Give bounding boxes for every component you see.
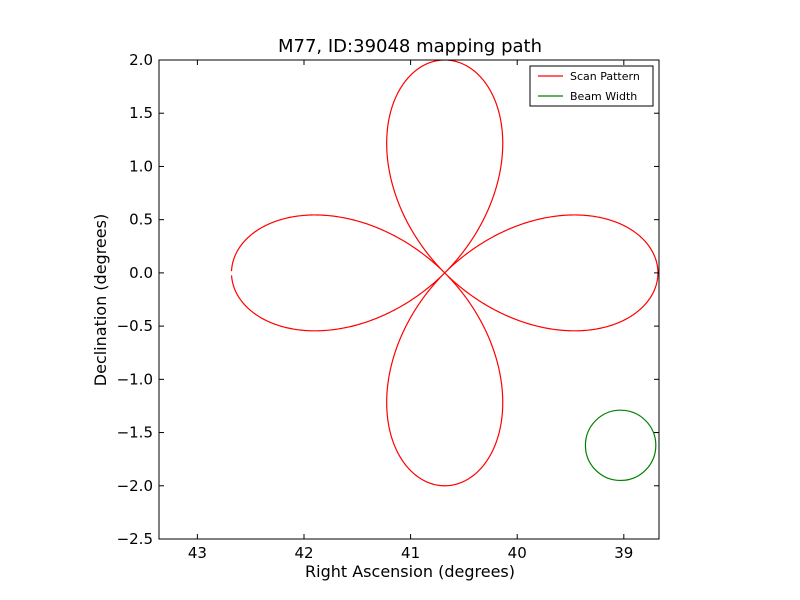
- x-axis: 43 42 41 40 39: [188, 60, 633, 562]
- x-tick-label: 43: [188, 544, 207, 562]
- x-axis-label: Right Ascension (degrees): [305, 562, 515, 581]
- y-axis-label: Declination (degrees): [91, 214, 110, 386]
- y-tick-label: 1.5: [129, 104, 153, 122]
- plot-frame: [158, 59, 660, 540]
- y-tick-label: 0.0: [129, 264, 153, 282]
- y-axis: −2.5 −2.0 −1.5 −1.0 −0.5 0.0 0.5 1.0 1.5 2.0: [117, 51, 659, 548]
- legend-box: [529, 65, 654, 107]
- x-tick-label: 42: [294, 544, 313, 562]
- x-tick-label: 41: [401, 544, 420, 562]
- plot-background: [159, 60, 659, 539]
- legend: Scan Pattern Beam Width: [529, 65, 654, 107]
- y-tick-label: −1.0: [117, 370, 153, 388]
- y-tick-label: −0.5: [117, 317, 153, 335]
- legend-label-scan-pattern: Scan Pattern: [570, 70, 640, 83]
- legend-label-beam-width: Beam Width: [570, 90, 637, 103]
- plot-area: [158, 59, 660, 540]
- y-tick-label: 0.5: [129, 211, 153, 229]
- y-tick-label: 1.0: [129, 157, 153, 175]
- y-tick-label: 2.0: [129, 51, 153, 69]
- y-tick-label: −2.5: [117, 530, 153, 548]
- x-tick-label: 40: [508, 544, 527, 562]
- beam-width-circle: [584, 409, 657, 482]
- y-tick-label: −2.0: [117, 477, 153, 495]
- chart-title: M77, ID:39048 mapping path: [278, 36, 542, 57]
- y-tick-label: −1.5: [117, 424, 153, 442]
- x-tick-label: 39: [614, 544, 633, 562]
